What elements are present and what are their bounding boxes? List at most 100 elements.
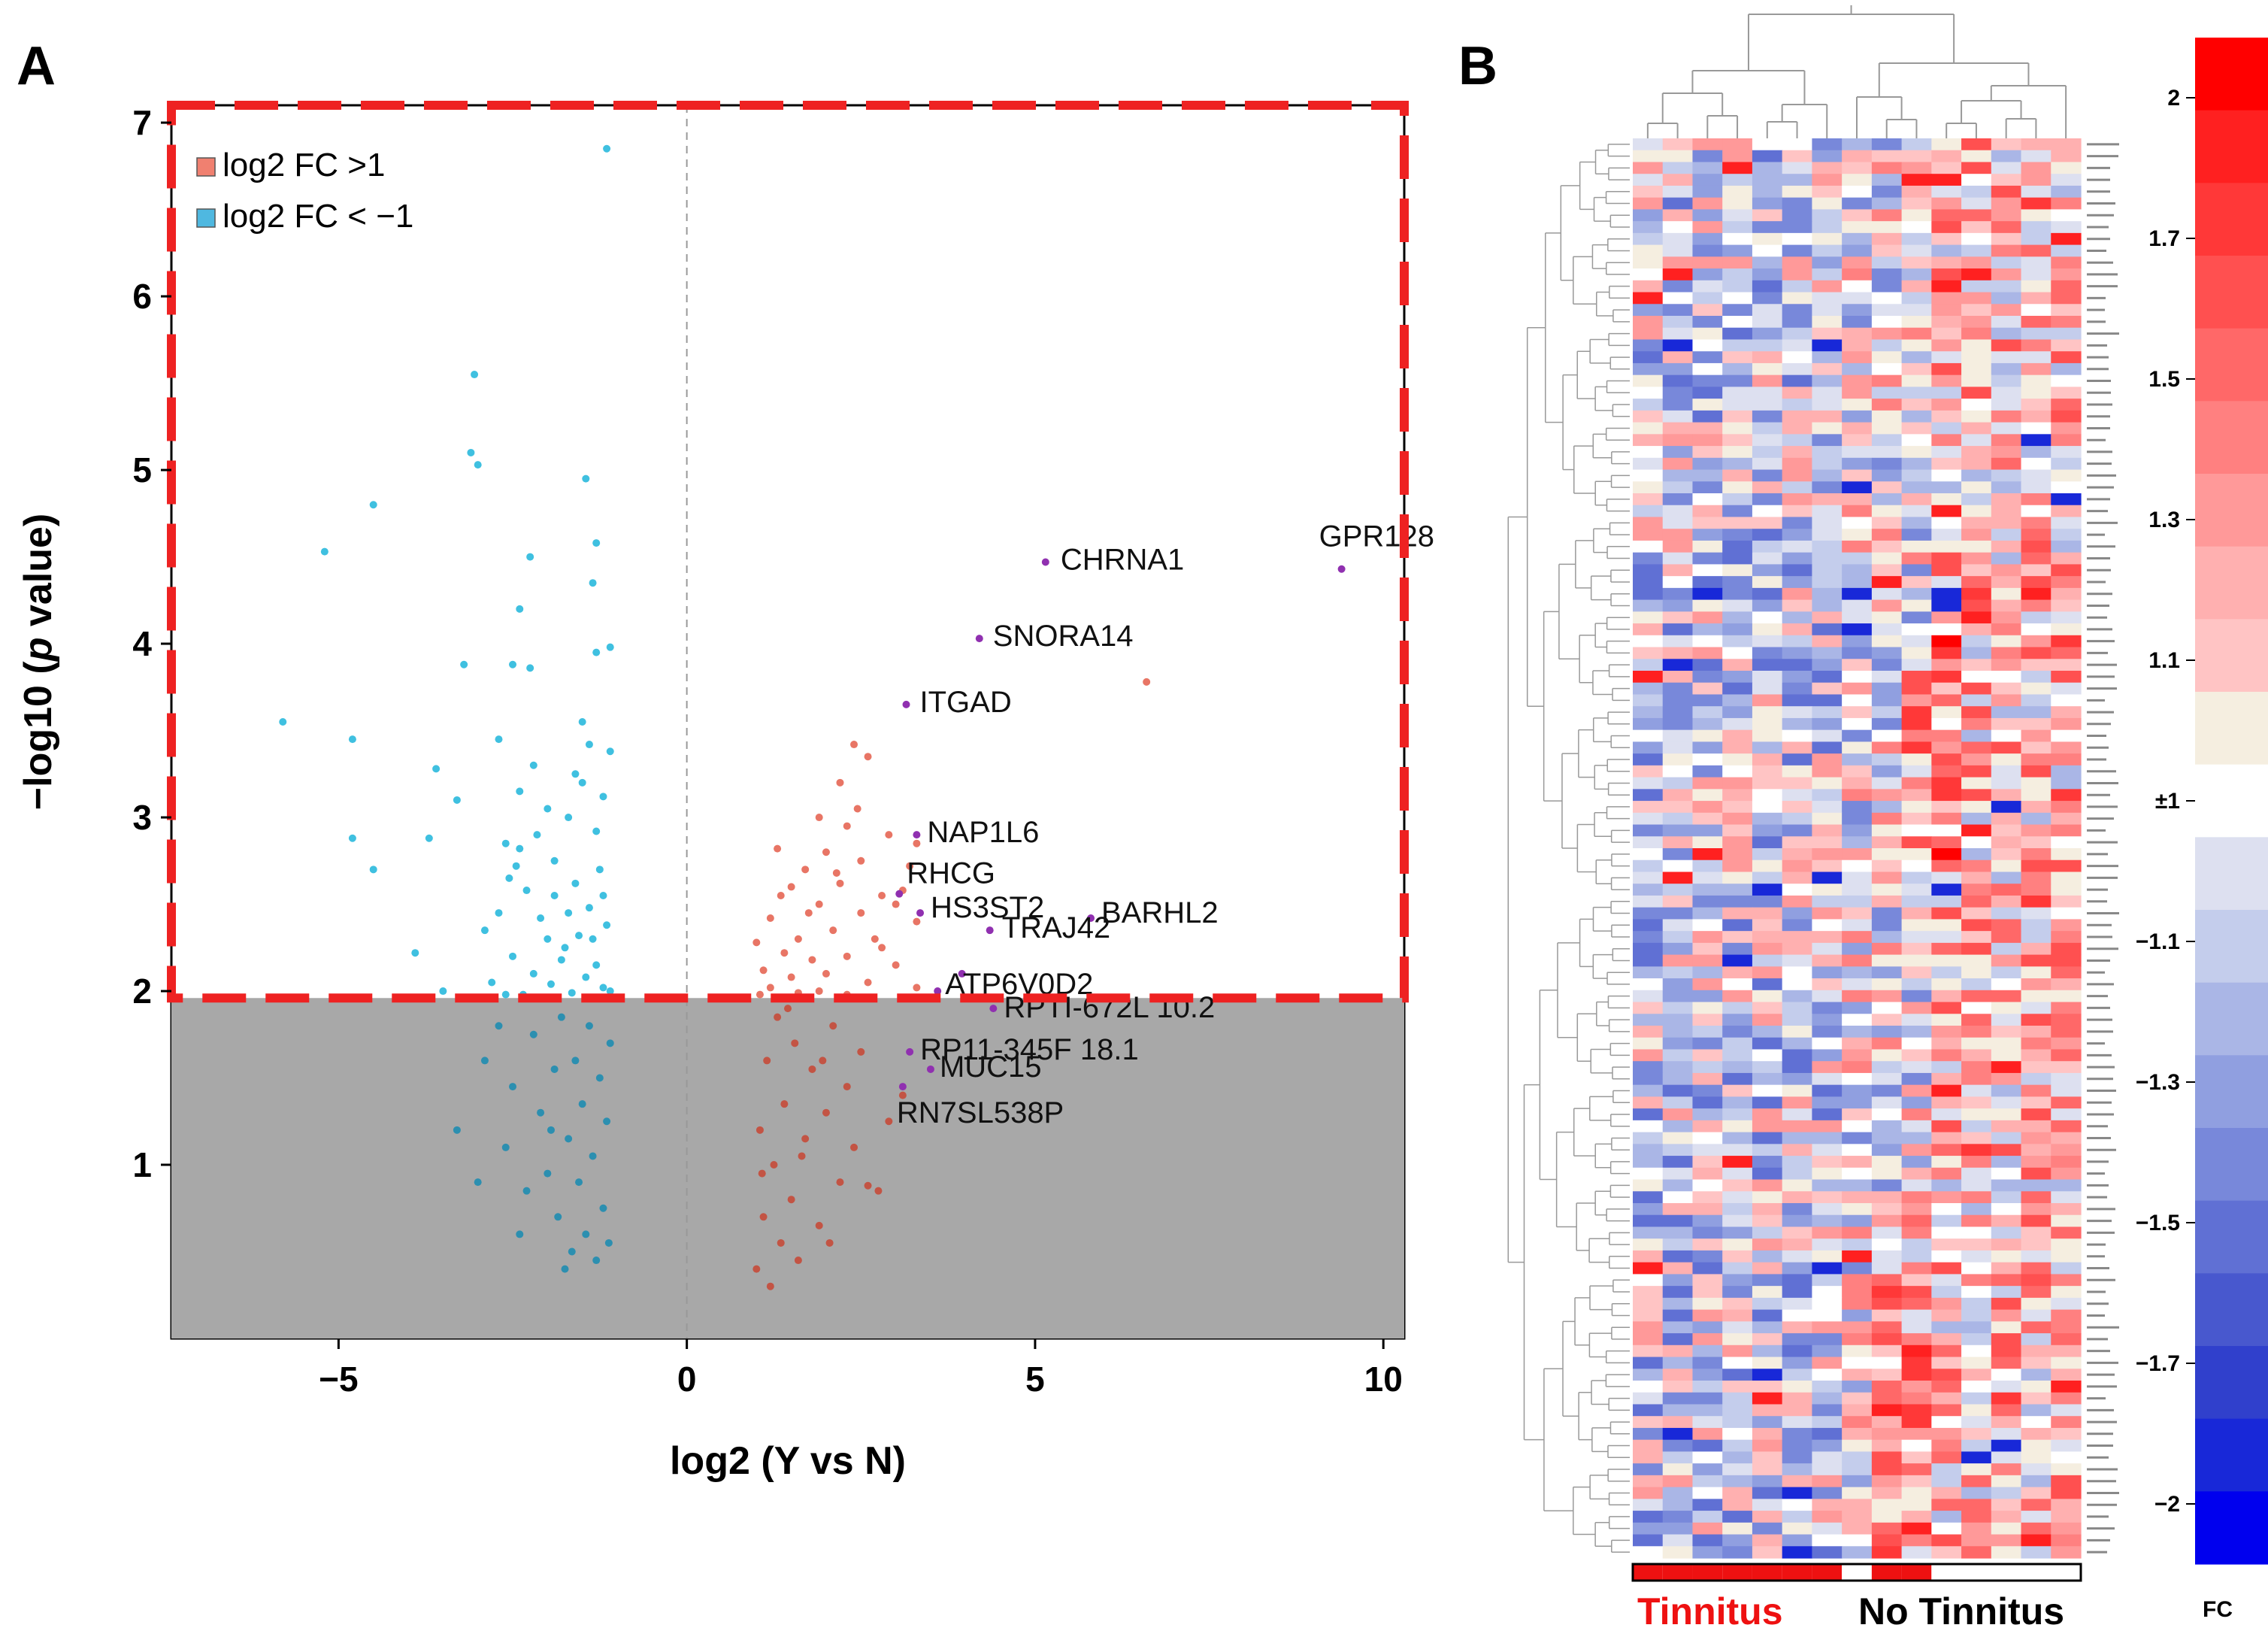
heatmap-cell (2051, 339, 2082, 352)
heatmap-cell (1633, 339, 1664, 352)
heatmap-cell (1901, 1427, 1932, 1441)
heatmap-cell (1633, 623, 1664, 636)
heatmap-cell (1901, 1084, 1932, 1097)
row-dendrogram (1507, 144, 1630, 1553)
heatmap-cell (2021, 1226, 2051, 1239)
heatmap-cell (1961, 1238, 1992, 1251)
heatmap-cell (1901, 1321, 1932, 1334)
heatmap-cell (1633, 1534, 1664, 1547)
heatmap-cell (1991, 682, 2022, 696)
heatmap-cell (2051, 682, 2082, 696)
heatmap-cell (1842, 422, 1873, 435)
heatmap-cell (2021, 1072, 2051, 1086)
heatmap-cell (2051, 1522, 2082, 1535)
heatmap-cell (1692, 1439, 1723, 1452)
heatmap-cell (1991, 316, 2022, 329)
heatmap-cell (1633, 517, 1664, 529)
colorbar-swatch (2195, 256, 2268, 329)
heatmap-cell (1662, 1167, 1694, 1181)
heatmap-cell (1692, 339, 1723, 352)
heatmap-cell (1931, 1309, 1962, 1322)
up-significant-point (843, 822, 851, 830)
colorbar-swatch (2195, 910, 2268, 984)
heatmap-cell (1692, 280, 1723, 293)
heatmap-cell (1901, 990, 1932, 1003)
down-nonsignificant-point (529, 1030, 537, 1038)
heatmap-cell (1991, 351, 2022, 364)
heatmap-cell (1842, 399, 1873, 411)
heatmap-cell (1961, 185, 1992, 199)
heatmap-cell (1782, 446, 1812, 459)
heatmap-cell (2051, 1381, 2082, 1393)
heatmap-cell (2051, 942, 2082, 956)
heatmap-cell (1991, 966, 2022, 979)
heatmap-cell (1871, 1487, 1903, 1499)
colorbar-tick-label: 1.1 (2148, 648, 2180, 673)
heatmap-cell (1633, 1191, 1664, 1204)
heatmap-cell (1633, 150, 1664, 163)
heatmap-cell (1842, 717, 1873, 731)
colorbar: 21.71.51.31.1±1−1.1−1.3−1.5−1.7−2 (2136, 38, 2268, 1565)
heatmap-cell (2051, 374, 2082, 387)
heatmap-cell (1633, 1203, 1664, 1216)
heatmap-cell (1722, 1333, 1753, 1346)
heatmap-cell (1812, 859, 1843, 873)
heatmap-cell (1633, 812, 1664, 826)
heatmap-cell (2051, 399, 2082, 411)
heatmap-cell (1722, 316, 1753, 329)
heatmap-cell (1961, 741, 1992, 754)
heatmap-cell (1692, 647, 1723, 659)
heatmap-cell (1871, 1156, 1903, 1169)
heatmap-cell (1842, 244, 1873, 257)
heatmap-cell (1871, 387, 1903, 399)
heatmap-cell (1692, 1132, 1723, 1144)
heatmap-cell (1812, 362, 1843, 376)
heatmap-cell (2051, 540, 2082, 553)
heatmap-cell (1722, 729, 1753, 742)
heatmap-cell (1662, 671, 1694, 684)
down-significant-point (480, 926, 489, 935)
heatmap-cell (1782, 457, 1812, 471)
heatmap-cell (2051, 1321, 2082, 1334)
heatmap-cell (1662, 387, 1694, 399)
group-bar-segment (1692, 1564, 1723, 1581)
heatmap-cell (1782, 659, 1812, 671)
heatmap-cell (1812, 1191, 1843, 1204)
heatmap-cell (1722, 1132, 1753, 1144)
heatmap-cell (1782, 1084, 1812, 1097)
heatmap-cell (1961, 717, 1992, 731)
heatmap-cell (2021, 1439, 2051, 1452)
up-significant-point (1143, 678, 1151, 686)
labeled-point (898, 1083, 907, 1091)
heatmap-cell (1871, 185, 1903, 199)
heatmap-cell (1842, 706, 1873, 719)
heatmap-cell (2021, 706, 2051, 719)
heatmap-cell (2021, 1381, 2051, 1393)
heatmap-cell (1812, 221, 1843, 234)
heatmap-cell (1871, 174, 1903, 186)
heatmap-cell (1871, 1333, 1903, 1346)
heatmap-cell (1991, 244, 2022, 257)
down-significant-point (537, 914, 545, 923)
heatmap-cell (1871, 635, 1903, 648)
heatmap-cell (1662, 1120, 1694, 1133)
heatmap-cell (1901, 706, 1932, 719)
up-significant-point (804, 909, 813, 917)
up-significant-point (832, 869, 840, 877)
up-nonsignificant-point (794, 1257, 802, 1265)
heatmap-cell (1901, 717, 1932, 731)
heatmap-cell (1901, 1392, 1932, 1405)
heatmap-cell (1692, 907, 1723, 920)
x-tick-label: 5 (1025, 1360, 1045, 1399)
group-bar-segment (1871, 1564, 1902, 1581)
heatmap-cell (1782, 362, 1812, 376)
heatmap-cell (1961, 422, 1992, 435)
heatmap-cell (1633, 706, 1664, 719)
heatmap-cell (1752, 1132, 1783, 1144)
heatmap-cell (1662, 1463, 1694, 1476)
heatmap-cell (2021, 304, 2051, 317)
heatmap-cell (1662, 1132, 1694, 1144)
heatmap-cell (1662, 304, 1694, 317)
heatmap-cell (1752, 1297, 1783, 1311)
heatmap-cell (1961, 1546, 1992, 1559)
